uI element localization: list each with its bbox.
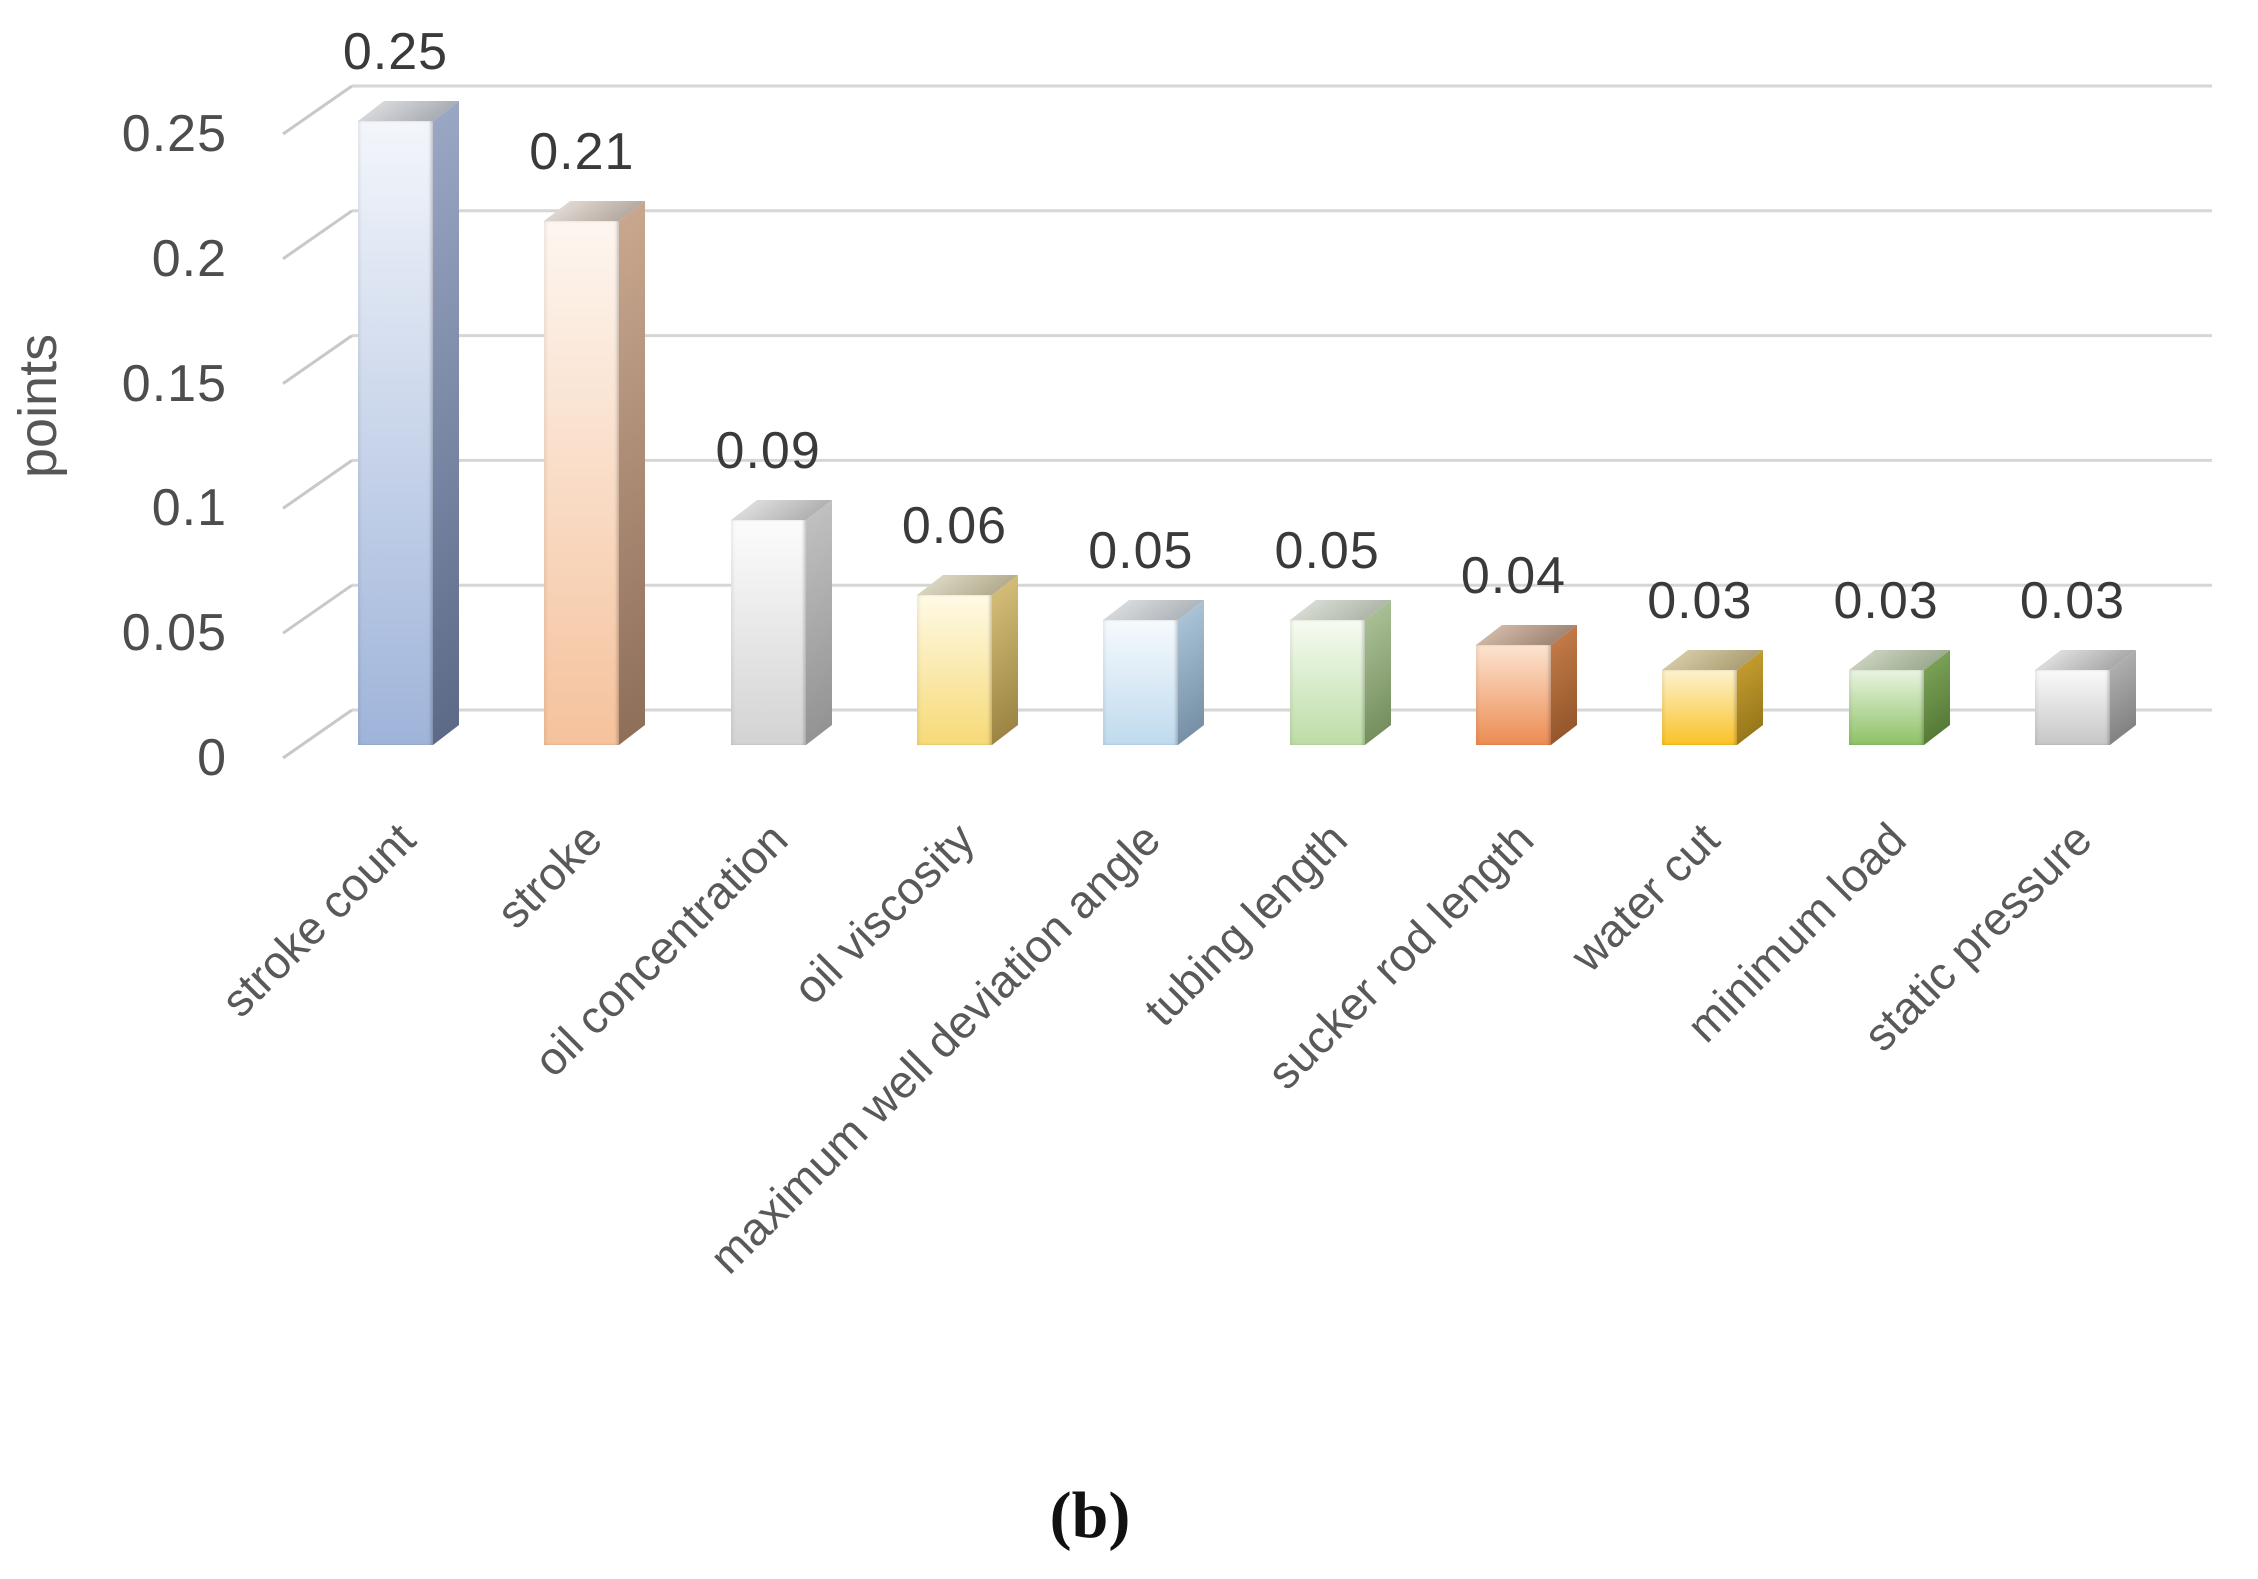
y-axis-tick-0.1 — [282, 459, 353, 510]
bar-side-face — [619, 200, 646, 746]
y-axis-title: points — [8, 333, 68, 478]
bar-front-face — [1289, 620, 1365, 745]
bar-front-face — [2034, 670, 2110, 745]
bar-front-face — [916, 595, 992, 745]
bar-stroke-count — [358, 100, 459, 746]
bar-static-pressure — [2034, 649, 2136, 745]
bar-side-face — [1550, 624, 1577, 745]
bar-front-face — [544, 221, 620, 745]
bar-tubing-length — [1289, 599, 1391, 745]
bar-front-face — [1662, 670, 1738, 745]
y-axis-tick-0.25 — [282, 84, 353, 136]
bar-side-face — [1178, 599, 1205, 745]
bar-minimum-load — [1848, 649, 1950, 745]
bar-maximum-well-deviation-angle — [1103, 599, 1205, 745]
bar-side-face — [991, 574, 1018, 745]
data-label-tubing-length: 0.05 — [1274, 522, 1380, 580]
bar-front-face — [1475, 645, 1551, 745]
data-label-stroke-count: 0.25 — [342, 23, 449, 81]
y-axis-label-0: 0 — [197, 729, 227, 787]
data-label-static-pressure: 0.03 — [2019, 572, 2126, 630]
bar-oil-viscosity — [916, 574, 1018, 745]
y-axis-tick-0 — [282, 708, 353, 760]
bar-water-cut — [1662, 649, 1764, 745]
y-axis-tick-0.15 — [282, 334, 353, 385]
figure-caption: (b) — [1049, 1479, 1131, 1552]
y-axis-label-0.2: 0.2 — [151, 229, 227, 288]
data-label-stroke: 0.21 — [529, 123, 635, 181]
data-label-maximum-well-deviation-angle: 0.05 — [1088, 522, 1194, 580]
bar-side-face — [433, 100, 459, 746]
bar-side-face — [805, 499, 832, 745]
data-label-sucker-rod-length: 0.04 — [1460, 547, 1567, 605]
y-axis-label-0.15: 0.15 — [121, 354, 227, 413]
y-axis-tick-0.2 — [282, 209, 353, 261]
bar-oil-concentration — [730, 499, 832, 745]
y-axis-label-0.05: 0.05 — [121, 604, 227, 663]
data-label-minimum-load: 0.03 — [1833, 572, 1939, 630]
bar-front-face — [730, 520, 806, 745]
bar-front-face — [358, 121, 433, 745]
y-axis-tick-0.05 — [282, 583, 353, 635]
bar-sucker-rod-length — [1475, 624, 1577, 745]
bar-front-face — [1848, 670, 1924, 745]
y-axis-label-0.25: 0.25 — [121, 105, 227, 163]
data-label-water-cut: 0.03 — [1647, 572, 1753, 630]
data-label-oil-viscosity: 0.06 — [901, 497, 1008, 555]
data-label-oil-concentration: 0.09 — [715, 422, 821, 480]
bar-side-face — [1364, 599, 1391, 745]
bar-stroke — [544, 200, 646, 746]
bar-front-face — [1103, 620, 1179, 745]
y-axis-label-0.1: 0.1 — [151, 479, 227, 538]
